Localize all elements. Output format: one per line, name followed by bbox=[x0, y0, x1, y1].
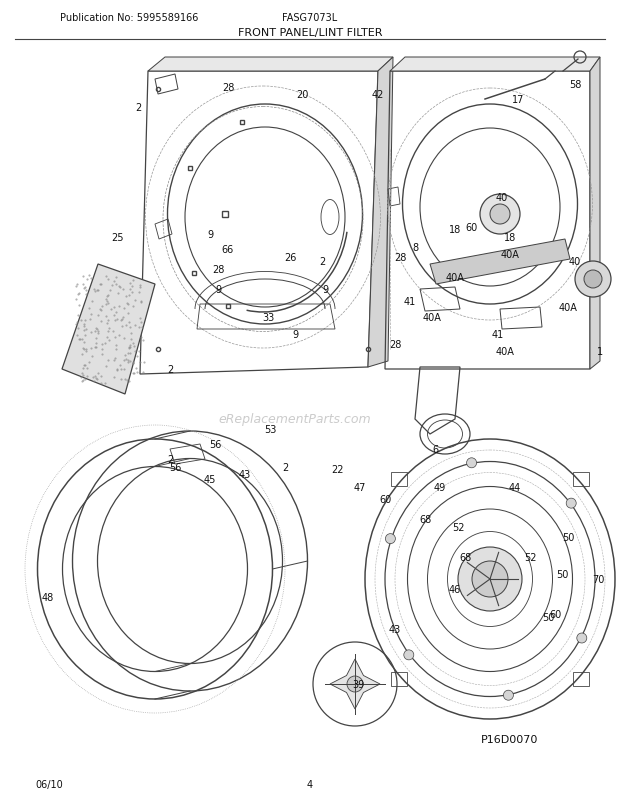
Text: 43: 43 bbox=[389, 624, 401, 634]
Circle shape bbox=[458, 547, 522, 611]
Text: 22: 22 bbox=[332, 464, 344, 475]
Text: 4: 4 bbox=[307, 779, 313, 789]
Text: 2: 2 bbox=[167, 455, 173, 464]
Text: 40: 40 bbox=[569, 257, 581, 267]
Circle shape bbox=[386, 534, 396, 544]
Text: 2: 2 bbox=[135, 103, 141, 113]
Text: 44: 44 bbox=[509, 482, 521, 492]
Polygon shape bbox=[330, 659, 380, 709]
Text: 26: 26 bbox=[284, 253, 296, 263]
Text: 68: 68 bbox=[419, 514, 431, 525]
Circle shape bbox=[490, 205, 510, 225]
Text: 9: 9 bbox=[215, 285, 221, 294]
Text: FRONT PANEL/LINT FILTER: FRONT PANEL/LINT FILTER bbox=[237, 28, 383, 38]
Text: 48: 48 bbox=[42, 592, 54, 602]
Text: 18: 18 bbox=[504, 233, 516, 243]
Polygon shape bbox=[368, 58, 393, 367]
Text: 53: 53 bbox=[264, 424, 276, 435]
Text: 52: 52 bbox=[524, 553, 536, 562]
Text: 60: 60 bbox=[549, 610, 561, 619]
Text: 50: 50 bbox=[542, 612, 554, 622]
Circle shape bbox=[566, 499, 576, 508]
Text: 2: 2 bbox=[282, 463, 288, 472]
Text: 20: 20 bbox=[296, 90, 308, 100]
Text: 28: 28 bbox=[222, 83, 234, 93]
Circle shape bbox=[577, 634, 587, 643]
Text: 50: 50 bbox=[556, 569, 568, 579]
Text: 40A: 40A bbox=[559, 302, 577, 313]
Text: 2: 2 bbox=[319, 257, 325, 267]
Text: 60: 60 bbox=[466, 223, 478, 233]
Text: 43: 43 bbox=[239, 469, 251, 480]
Text: 70: 70 bbox=[592, 574, 604, 585]
Text: 18: 18 bbox=[449, 225, 461, 235]
Text: 49: 49 bbox=[434, 482, 446, 492]
Text: 6: 6 bbox=[432, 444, 438, 455]
Text: 58: 58 bbox=[569, 80, 581, 90]
Text: 28: 28 bbox=[212, 265, 224, 274]
Text: 28: 28 bbox=[394, 253, 406, 263]
Text: 33: 33 bbox=[262, 313, 274, 322]
Text: 47: 47 bbox=[354, 482, 366, 492]
Text: 17: 17 bbox=[512, 95, 524, 105]
Circle shape bbox=[480, 195, 520, 235]
Text: 40A: 40A bbox=[500, 249, 520, 260]
Text: Publication No: 5995589166: Publication No: 5995589166 bbox=[60, 13, 198, 23]
Text: 56: 56 bbox=[169, 463, 181, 472]
Polygon shape bbox=[590, 58, 600, 370]
Text: 9: 9 bbox=[322, 285, 328, 294]
Text: 40A: 40A bbox=[446, 273, 464, 282]
Text: 50: 50 bbox=[562, 533, 574, 542]
Text: eReplacementParts.com: eReplacementParts.com bbox=[219, 413, 371, 426]
Circle shape bbox=[467, 458, 477, 468]
Text: 9: 9 bbox=[207, 229, 213, 240]
Circle shape bbox=[347, 676, 363, 692]
Text: 06/10: 06/10 bbox=[35, 779, 63, 789]
Text: 68: 68 bbox=[459, 553, 471, 562]
Text: 45: 45 bbox=[204, 475, 216, 484]
Circle shape bbox=[472, 561, 508, 597]
Polygon shape bbox=[148, 58, 393, 72]
Text: 40: 40 bbox=[496, 192, 508, 203]
Text: 25: 25 bbox=[112, 233, 124, 243]
Circle shape bbox=[575, 261, 611, 298]
Text: 56: 56 bbox=[209, 439, 221, 449]
Text: 28: 28 bbox=[389, 339, 401, 350]
Text: 9: 9 bbox=[292, 330, 298, 339]
Text: 52: 52 bbox=[452, 522, 464, 533]
Text: 40A: 40A bbox=[495, 346, 515, 357]
Text: P16D0070: P16D0070 bbox=[481, 734, 539, 744]
Text: 2: 2 bbox=[167, 365, 173, 375]
Text: 1: 1 bbox=[597, 346, 603, 357]
Text: 40A: 40A bbox=[423, 313, 441, 322]
Polygon shape bbox=[430, 240, 570, 285]
Text: 39: 39 bbox=[352, 679, 364, 689]
Polygon shape bbox=[62, 265, 155, 395]
Text: FASG7073L: FASG7073L bbox=[282, 13, 338, 23]
Circle shape bbox=[503, 691, 513, 700]
Circle shape bbox=[584, 270, 602, 289]
Text: 42: 42 bbox=[372, 90, 384, 100]
Text: 41: 41 bbox=[492, 330, 504, 339]
Circle shape bbox=[404, 650, 414, 660]
Polygon shape bbox=[390, 58, 600, 72]
Text: 60: 60 bbox=[379, 494, 391, 504]
Text: 66: 66 bbox=[222, 245, 234, 255]
Text: 41: 41 bbox=[404, 297, 416, 306]
Text: 46: 46 bbox=[449, 585, 461, 594]
Text: 8: 8 bbox=[412, 243, 418, 253]
